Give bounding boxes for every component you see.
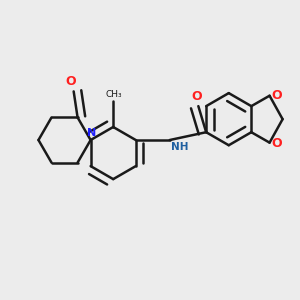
Text: N: N xyxy=(87,128,96,138)
Text: O: O xyxy=(271,137,282,150)
Text: NH: NH xyxy=(171,142,188,152)
Text: CH₃: CH₃ xyxy=(106,90,122,99)
Text: O: O xyxy=(271,88,282,102)
Text: O: O xyxy=(65,75,76,88)
Text: O: O xyxy=(191,90,202,103)
